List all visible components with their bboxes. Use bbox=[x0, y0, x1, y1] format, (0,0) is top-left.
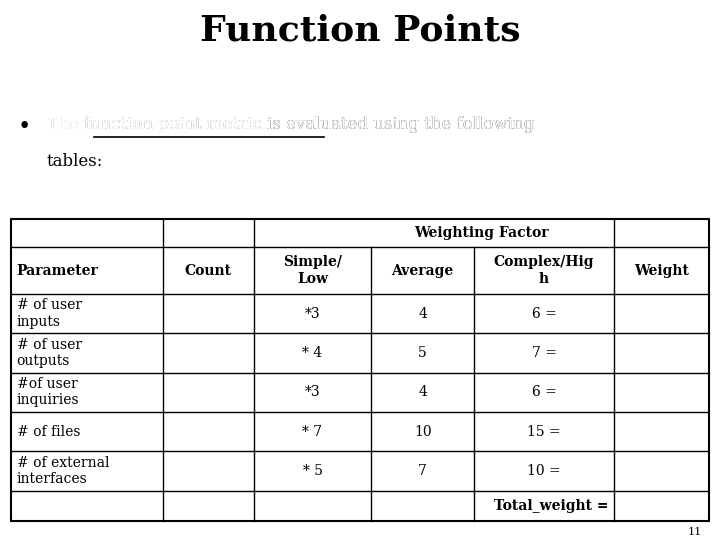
Text: 6 =: 6 = bbox=[531, 307, 557, 321]
Text: Simple/
Low: Simple/ Low bbox=[283, 255, 342, 286]
Text: *3: *3 bbox=[305, 385, 320, 399]
Text: 15 =: 15 = bbox=[527, 424, 561, 438]
Text: Weighting Factor: Weighting Factor bbox=[414, 226, 549, 240]
Text: * 5: * 5 bbox=[302, 464, 323, 478]
Text: Count: Count bbox=[184, 264, 232, 278]
Text: Complex/Hig
h: Complex/Hig h bbox=[494, 255, 594, 286]
Text: #of user
inquiries: #of user inquiries bbox=[17, 377, 79, 407]
Text: * 4: * 4 bbox=[302, 346, 323, 360]
Text: 7 =: 7 = bbox=[531, 346, 557, 360]
Text: 10: 10 bbox=[414, 424, 431, 438]
Text: 7: 7 bbox=[418, 464, 427, 478]
Text: # of user
outputs: # of user outputs bbox=[17, 338, 81, 368]
Text: 6 =: 6 = bbox=[531, 385, 557, 399]
Text: 11: 11 bbox=[688, 527, 702, 537]
Text: *3: *3 bbox=[305, 307, 320, 321]
Text: # of user
inputs: # of user inputs bbox=[17, 299, 81, 329]
Text: •: • bbox=[18, 116, 31, 138]
Text: The function point metric is evaluated using the following: The function point metric is evaluated u… bbox=[47, 116, 534, 133]
Text: tables:: tables: bbox=[47, 153, 103, 170]
Text: # of external
interfaces: # of external interfaces bbox=[17, 456, 109, 486]
Text: # of files: # of files bbox=[17, 424, 80, 438]
Text: 5: 5 bbox=[418, 346, 427, 360]
Text: 10 =: 10 = bbox=[527, 464, 561, 478]
Text: Average: Average bbox=[392, 264, 454, 278]
Text: The function point metric: The function point metric bbox=[47, 116, 261, 133]
Text: 4: 4 bbox=[418, 385, 427, 399]
Text: Weight: Weight bbox=[634, 264, 689, 278]
Text: Parameter: Parameter bbox=[17, 264, 99, 278]
Text: 4: 4 bbox=[418, 307, 427, 321]
Text: Total_weight =: Total_weight = bbox=[494, 499, 608, 513]
Text: Function Points: Function Points bbox=[199, 14, 521, 48]
Text: The: The bbox=[47, 116, 84, 133]
Text: * 7: * 7 bbox=[302, 424, 323, 438]
Text: The function point metric is evaluated using the following: The function point metric is evaluated u… bbox=[47, 116, 534, 133]
